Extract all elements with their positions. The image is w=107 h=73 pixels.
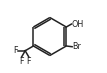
Text: F: F [27,57,31,66]
Text: F: F [13,46,18,55]
Text: F: F [19,57,24,66]
Text: Br: Br [72,42,81,51]
Text: OH: OH [72,20,84,29]
